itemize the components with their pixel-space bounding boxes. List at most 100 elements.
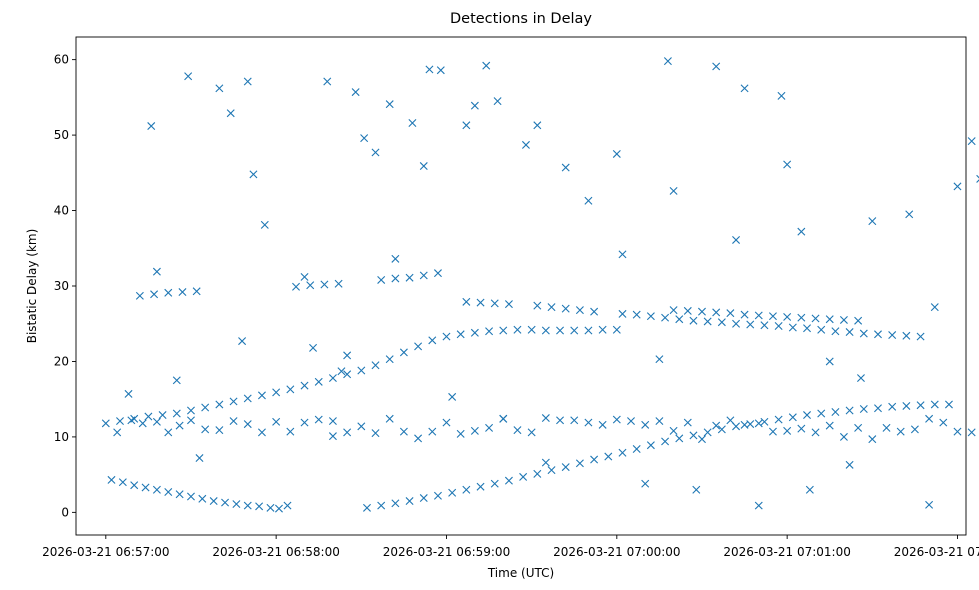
data-point xyxy=(385,355,394,364)
data-point xyxy=(385,414,394,423)
data-point xyxy=(357,366,366,375)
x-axis: 2026-03-21 06:57:00 2026-03-21 06:58:00 20… xyxy=(42,535,979,559)
data-point xyxy=(618,250,627,259)
data-point xyxy=(760,321,769,330)
data-point xyxy=(839,315,848,324)
series-outliers xyxy=(124,57,979,510)
data-point xyxy=(328,432,337,441)
data-point xyxy=(646,441,655,450)
data-point xyxy=(101,419,110,428)
data-point xyxy=(655,355,664,364)
data-point xyxy=(740,310,749,319)
data-point xyxy=(198,494,207,503)
data-point xyxy=(930,400,939,409)
data-point xyxy=(221,498,230,507)
data-point xyxy=(377,275,386,284)
data-point xyxy=(646,312,655,321)
data-point xyxy=(141,483,150,492)
data-point xyxy=(442,418,451,427)
data-point xyxy=(519,472,528,481)
data-point xyxy=(590,307,599,316)
data-point xyxy=(186,406,195,415)
data-point xyxy=(201,403,210,412)
data-point xyxy=(533,301,542,310)
data-point xyxy=(300,272,309,281)
data-point xyxy=(371,361,380,370)
data-point xyxy=(229,417,238,426)
data-point xyxy=(425,65,434,74)
data-point xyxy=(433,269,442,278)
data-point xyxy=(939,418,948,427)
data-point xyxy=(859,329,868,338)
data-point xyxy=(309,343,318,352)
data-point xyxy=(272,417,281,426)
data-point xyxy=(618,309,627,318)
data-point xyxy=(371,429,380,438)
data-point xyxy=(675,434,684,443)
data-point xyxy=(584,418,593,427)
data-point xyxy=(612,325,621,334)
data-point xyxy=(825,315,834,324)
x-tick-label: 2026-03-21 07:02:00 xyxy=(894,545,979,559)
x-tick-label: 2026-03-21 07:01:00 xyxy=(723,545,850,559)
data-point xyxy=(226,109,235,118)
data-point xyxy=(689,431,698,440)
data-point xyxy=(130,481,139,490)
series-track-flat-mid xyxy=(669,306,863,325)
data-point xyxy=(377,501,386,510)
data-point xyxy=(470,101,479,110)
data-point xyxy=(314,415,323,424)
x-tick-label: 2026-03-21 06:58:00 xyxy=(212,545,339,559)
data-point xyxy=(533,121,542,130)
data-point xyxy=(854,423,863,432)
data-point xyxy=(570,326,579,335)
data-point xyxy=(632,310,641,319)
data-point xyxy=(797,424,806,433)
data-point xyxy=(485,423,494,432)
data-point xyxy=(135,291,144,300)
data-point xyxy=(811,314,820,323)
data-point xyxy=(859,405,868,413)
data-point xyxy=(888,402,897,411)
data-point xyxy=(337,367,346,376)
y-tick-label: 60 xyxy=(54,53,69,67)
plot-frame xyxy=(75,36,967,536)
data-point xyxy=(797,227,806,236)
data-point xyxy=(845,460,854,469)
data-point xyxy=(854,316,863,325)
data-point xyxy=(925,500,934,509)
data-point xyxy=(916,401,925,410)
data-point xyxy=(490,479,499,488)
data-point xyxy=(661,437,670,446)
data-point xyxy=(825,357,834,366)
data-point xyxy=(138,419,147,428)
data-point xyxy=(360,134,369,143)
data-point xyxy=(292,282,301,291)
data-point xyxy=(726,309,735,318)
data-point xyxy=(598,420,607,429)
data-point xyxy=(164,288,173,297)
data-point xyxy=(754,419,763,428)
data-point xyxy=(556,416,565,425)
data-point xyxy=(803,324,812,333)
data-point xyxy=(541,458,550,467)
data-point xyxy=(175,490,184,499)
data-point xyxy=(260,220,269,229)
data-point xyxy=(433,491,442,500)
data-point xyxy=(306,281,315,290)
y-axis: 0 10 20 30 40 50 60 xyxy=(54,53,76,519)
data-point xyxy=(408,119,417,128)
data-point xyxy=(561,463,570,472)
data-point xyxy=(243,501,252,510)
data-point xyxy=(147,122,156,131)
data-point xyxy=(874,330,882,339)
data-point xyxy=(175,421,184,430)
data-point xyxy=(391,499,400,508)
data-point xyxy=(655,417,664,426)
data-point xyxy=(124,389,133,398)
data-point xyxy=(925,414,934,423)
data-point xyxy=(419,494,428,503)
data-point xyxy=(118,478,127,487)
data-point xyxy=(521,140,530,149)
data-point xyxy=(527,325,536,334)
